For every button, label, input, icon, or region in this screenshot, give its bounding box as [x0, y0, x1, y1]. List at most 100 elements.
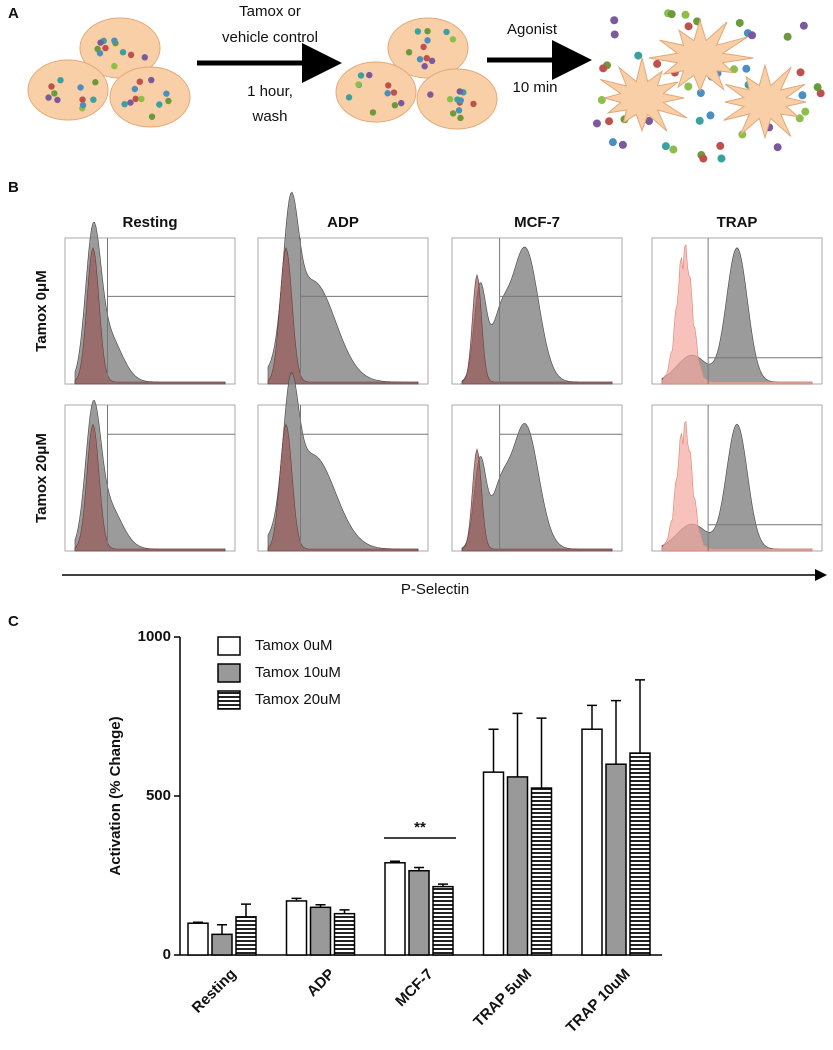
x-tick-label: ADP	[304, 966, 338, 1000]
granule	[773, 143, 782, 152]
granule	[127, 99, 134, 106]
x-tick-label: TRAP 10uM	[563, 966, 634, 1037]
x-tick-label: MCF-7	[392, 966, 436, 1010]
granule	[385, 82, 392, 89]
granule	[645, 116, 654, 125]
granule	[427, 91, 434, 98]
granule	[592, 119, 601, 128]
granule	[457, 114, 464, 122]
legend-label: Tamox 20uM	[255, 691, 341, 708]
bar	[482, 771, 505, 956]
granule	[456, 88, 463, 95]
histogram-control	[74, 423, 226, 552]
x-tick-label: Resting	[189, 966, 240, 1017]
granule	[610, 16, 619, 25]
granule	[443, 28, 450, 36]
y-tick-label: 1000	[138, 628, 171, 645]
panel-a: A Tamox or vehicle control 1 hour, wash …	[8, 3, 825, 163]
granule	[799, 21, 808, 30]
granule	[111, 37, 118, 44]
error-bar	[512, 712, 523, 777]
bar	[211, 933, 233, 956]
granule	[398, 99, 405, 107]
granule	[424, 27, 431, 35]
legend-swatch	[217, 690, 241, 710]
granule	[119, 49, 127, 56]
granule	[390, 89, 398, 96]
histogram-control	[661, 244, 813, 385]
activated-platelet	[648, 18, 754, 93]
column-header: MCF-7	[514, 214, 560, 231]
cell	[27, 59, 109, 121]
granule	[366, 71, 373, 79]
error-bar	[217, 924, 227, 935]
bar	[235, 916, 257, 956]
granule	[428, 57, 436, 65]
granule	[416, 56, 424, 63]
row-label: Tamox 0μM	[33, 270, 50, 351]
step-text: Agonist	[507, 21, 558, 38]
granule	[369, 109, 377, 116]
granule	[738, 130, 747, 139]
granule	[421, 63, 428, 70]
granule	[717, 154, 726, 163]
error-bar	[241, 903, 251, 917]
granule	[127, 51, 135, 59]
granule	[661, 142, 670, 151]
granule	[470, 100, 477, 108]
column-header: TRAP	[717, 214, 758, 231]
significance-label: **	[414, 819, 426, 836]
granule	[801, 107, 810, 116]
granule	[618, 140, 627, 149]
granule	[610, 30, 619, 39]
bar	[581, 728, 603, 956]
granule	[424, 37, 431, 44]
activated-platelet	[723, 63, 807, 140]
legend-swatch	[217, 663, 241, 683]
granule	[148, 113, 156, 120]
y-tick-label: 500	[146, 787, 171, 804]
granule	[156, 101, 163, 108]
granule	[414, 28, 422, 35]
granule	[742, 64, 751, 73]
granule	[79, 101, 87, 109]
granule	[706, 111, 715, 120]
granule	[163, 90, 170, 97]
granule	[111, 62, 118, 70]
cell	[109, 66, 191, 128]
granule	[391, 102, 399, 109]
activated-platelet	[600, 57, 688, 133]
bar	[432, 885, 454, 956]
error-bar	[488, 728, 499, 773]
granule	[748, 31, 757, 40]
histogram-control	[461, 273, 613, 385]
granule	[816, 89, 825, 98]
granule	[796, 68, 805, 77]
bar	[605, 763, 627, 956]
granule	[97, 39, 104, 46]
granule	[681, 10, 690, 19]
granule	[599, 64, 608, 73]
error-bar	[587, 704, 597, 730]
granule	[420, 43, 427, 51]
granule	[735, 18, 744, 27]
bar	[629, 752, 651, 956]
histogram-control	[461, 448, 613, 552]
granule	[77, 84, 84, 91]
bar	[333, 912, 356, 956]
granule	[597, 96, 606, 105]
panel-c: C 0 500 1000 Activation (% Change) Resting AD…	[8, 613, 662, 1036]
granule	[696, 89, 705, 98]
granule	[783, 32, 792, 41]
error-bar	[635, 679, 645, 754]
step-text: wash	[251, 108, 287, 125]
bar	[285, 900, 308, 956]
step-text: vehicle control	[222, 29, 318, 46]
granule	[605, 117, 614, 126]
granule	[449, 36, 457, 43]
granule	[136, 78, 144, 85]
granule	[446, 95, 454, 103]
granule	[357, 72, 365, 79]
granule	[684, 22, 693, 31]
